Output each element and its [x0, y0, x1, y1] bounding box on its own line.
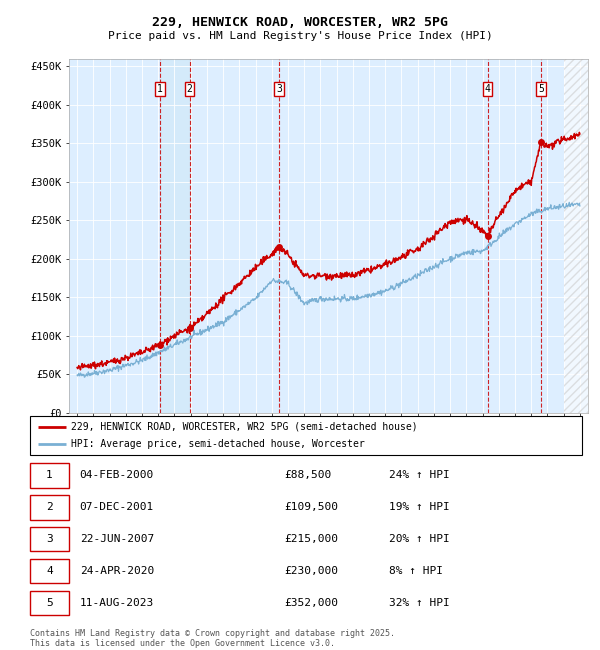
Text: 229, HENWICK ROAD, WORCESTER, WR2 5PG: 229, HENWICK ROAD, WORCESTER, WR2 5PG	[152, 16, 448, 29]
Text: 4: 4	[485, 84, 491, 94]
Text: £215,000: £215,000	[284, 534, 338, 544]
Text: 5: 5	[46, 598, 53, 608]
Text: 229, HENWICK ROAD, WORCESTER, WR2 5PG (semi-detached house): 229, HENWICK ROAD, WORCESTER, WR2 5PG (s…	[71, 422, 418, 432]
Bar	[160, 58, 190, 413]
Text: 8% ↑ HPI: 8% ↑ HPI	[389, 566, 443, 576]
Text: 11-AUG-2023: 11-AUG-2023	[80, 598, 154, 608]
FancyBboxPatch shape	[30, 527, 68, 551]
FancyBboxPatch shape	[30, 495, 68, 519]
FancyBboxPatch shape	[30, 591, 68, 615]
Text: 22-JUN-2007: 22-JUN-2007	[80, 534, 154, 544]
Text: £230,000: £230,000	[284, 566, 338, 576]
Text: £109,500: £109,500	[284, 502, 338, 512]
Text: Contains HM Land Registry data © Crown copyright and database right 2025.
This d: Contains HM Land Registry data © Crown c…	[30, 629, 395, 648]
Text: 19% ↑ HPI: 19% ↑ HPI	[389, 502, 449, 512]
Text: 1: 1	[157, 84, 163, 94]
Text: £88,500: £88,500	[284, 471, 331, 480]
Text: 5: 5	[538, 84, 544, 94]
Text: Price paid vs. HM Land Registry's House Price Index (HPI): Price paid vs. HM Land Registry's House …	[107, 31, 493, 41]
Text: 20% ↑ HPI: 20% ↑ HPI	[389, 534, 449, 544]
Text: 04-FEB-2000: 04-FEB-2000	[80, 471, 154, 480]
Text: 1: 1	[46, 471, 53, 480]
Text: 32% ↑ HPI: 32% ↑ HPI	[389, 598, 449, 608]
Text: 3: 3	[277, 84, 282, 94]
Text: HPI: Average price, semi-detached house, Worcester: HPI: Average price, semi-detached house,…	[71, 439, 365, 449]
FancyBboxPatch shape	[30, 463, 68, 488]
Text: 2: 2	[187, 84, 193, 94]
Text: 4: 4	[46, 566, 53, 576]
FancyBboxPatch shape	[30, 559, 68, 583]
Text: 07-DEC-2001: 07-DEC-2001	[80, 502, 154, 512]
Text: 24-APR-2020: 24-APR-2020	[80, 566, 154, 576]
Text: 3: 3	[46, 534, 53, 544]
FancyBboxPatch shape	[30, 416, 582, 455]
Text: 24% ↑ HPI: 24% ↑ HPI	[389, 471, 449, 480]
Text: £352,000: £352,000	[284, 598, 338, 608]
Text: 2: 2	[46, 502, 53, 512]
